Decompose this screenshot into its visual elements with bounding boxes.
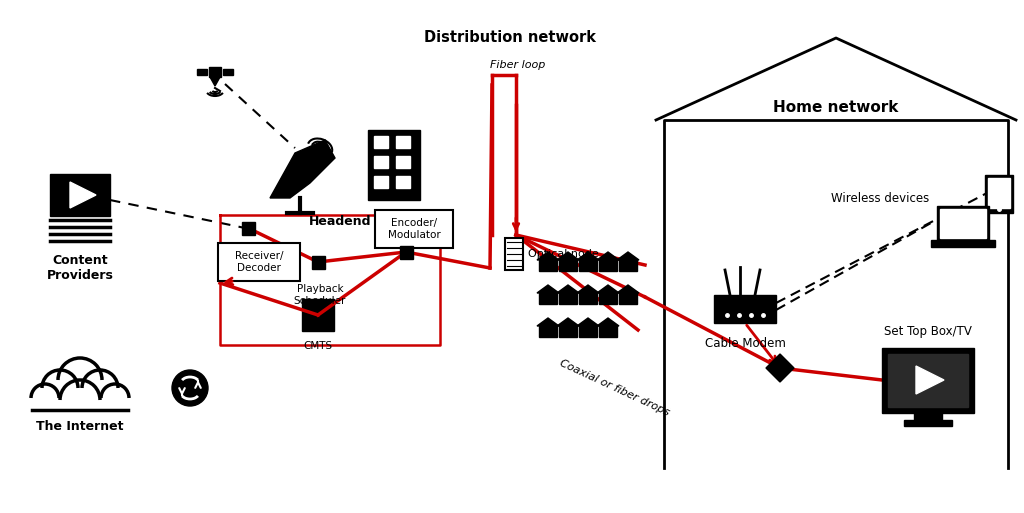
Bar <box>396 156 410 168</box>
Bar <box>985 175 1013 213</box>
Circle shape <box>172 370 208 406</box>
Polygon shape <box>597 285 618 293</box>
Polygon shape <box>617 252 639 260</box>
Bar <box>197 69 207 75</box>
Text: Set Top Box/TV: Set Top Box/TV <box>884 325 972 338</box>
Text: Receiver/
Decoder: Receiver/ Decoder <box>234 251 284 273</box>
Polygon shape <box>577 252 599 260</box>
Bar <box>904 420 952 426</box>
Bar <box>599 326 617 337</box>
Polygon shape <box>537 318 559 326</box>
Polygon shape <box>557 285 579 293</box>
Bar <box>368 130 420 200</box>
Polygon shape <box>537 285 559 293</box>
Text: Headend: Headend <box>309 215 372 228</box>
Bar <box>223 69 233 75</box>
Text: Home network: Home network <box>773 100 899 115</box>
Bar <box>559 293 577 304</box>
Bar <box>218 243 300 281</box>
Text: Encoder/
Modulator: Encoder/ Modulator <box>388 218 440 240</box>
Bar <box>50 174 110 216</box>
Bar <box>579 293 597 304</box>
Polygon shape <box>270 140 335 198</box>
Bar <box>559 260 577 271</box>
Bar <box>399 246 413 259</box>
Bar <box>618 260 637 271</box>
Polygon shape <box>577 318 599 326</box>
Bar <box>714 295 776 323</box>
Polygon shape <box>766 354 794 382</box>
Bar <box>302 299 334 331</box>
Bar <box>599 293 617 304</box>
Text: Distribution network: Distribution network <box>424 30 596 45</box>
Bar <box>375 210 453 248</box>
Bar <box>931 240 995 247</box>
Bar <box>579 326 597 337</box>
Text: Optical node: Optical node <box>528 249 599 259</box>
Polygon shape <box>557 252 579 260</box>
Bar <box>374 156 388 168</box>
Text: Coaxial or fiber drops: Coaxial or fiber drops <box>558 358 671 418</box>
Bar <box>618 293 637 304</box>
Polygon shape <box>597 252 618 260</box>
Bar <box>374 176 388 188</box>
Bar <box>882 348 974 413</box>
Bar <box>914 413 942 420</box>
Bar <box>539 326 557 337</box>
Bar <box>539 293 557 304</box>
Bar <box>559 326 577 337</box>
Polygon shape <box>210 77 220 86</box>
Bar <box>311 255 325 268</box>
Bar <box>599 260 617 271</box>
Polygon shape <box>597 318 618 326</box>
Polygon shape <box>577 285 599 293</box>
Bar <box>539 260 557 271</box>
Text: CMTS: CMTS <box>303 341 333 351</box>
Text: Fiber loop: Fiber loop <box>490 60 546 70</box>
Polygon shape <box>916 366 944 394</box>
Bar <box>937 206 989 240</box>
Bar <box>242 222 255 234</box>
Bar <box>374 136 388 148</box>
Bar <box>579 260 597 271</box>
Bar <box>396 176 410 188</box>
Bar <box>940 209 986 238</box>
Polygon shape <box>537 252 559 260</box>
Text: The Internet: The Internet <box>36 420 124 433</box>
Bar <box>209 67 221 77</box>
Polygon shape <box>617 285 639 293</box>
Text: Playback
Scheduler: Playback Scheduler <box>294 284 346 306</box>
Bar <box>505 238 523 270</box>
Text: Content
Providers: Content Providers <box>46 254 114 282</box>
Polygon shape <box>70 182 96 208</box>
Bar <box>888 354 968 407</box>
Polygon shape <box>557 318 579 326</box>
Bar <box>396 136 410 148</box>
Text: Cable Modem: Cable Modem <box>705 337 785 350</box>
Text: Wireless devices: Wireless devices <box>830 191 929 205</box>
Bar <box>988 178 1010 208</box>
